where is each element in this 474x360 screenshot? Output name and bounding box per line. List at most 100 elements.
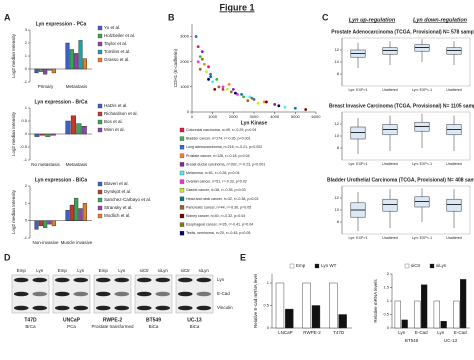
legend-swatch xyxy=(179,179,185,184)
legend-label: Pancreatic cancer, n=44, r=-0.30, p=0.05 xyxy=(186,205,251,209)
plot-frame xyxy=(341,111,471,161)
blot-band xyxy=(196,305,211,311)
y-axis-label: Relative E-cad mRNA level xyxy=(253,274,258,328)
x-tick-label: Lyn: EXP>1 xyxy=(349,88,368,92)
y-tick-label: 0 xyxy=(25,66,28,71)
legend-swatch xyxy=(314,263,320,269)
x-tick-label: RWPE-2 xyxy=(303,330,321,335)
cell-line: UC-13 xyxy=(187,317,202,323)
bar xyxy=(329,282,338,329)
box xyxy=(446,198,462,212)
bar xyxy=(81,125,87,135)
bar xyxy=(43,68,48,75)
y-tick-label: 8 xyxy=(337,219,340,224)
bar xyxy=(285,308,294,329)
legend-swatch xyxy=(97,189,103,195)
panel-label: B xyxy=(168,12,175,22)
chart-title: Breast Invasive Carcinoma (TCGA, Provisi… xyxy=(329,103,474,109)
point xyxy=(225,87,229,91)
lane-label: siCtr xyxy=(140,268,150,273)
point xyxy=(215,77,219,81)
blot-band xyxy=(155,305,170,311)
bar xyxy=(394,300,401,329)
legend-label: Prostate cancer, n=128, r=-0.18, p=0.04 xyxy=(186,154,250,158)
y-tick-label: 8 xyxy=(337,145,340,150)
point xyxy=(209,72,213,76)
legend-label: Breast ductal carcinoma, n=392, r=-0.23,… xyxy=(186,162,265,166)
point xyxy=(240,93,244,96)
legend-label: Ovarian cancer, n=51, r=-0.33, p=0.02 xyxy=(186,180,247,184)
legend-label: Taylor et al. xyxy=(104,41,127,46)
bar xyxy=(38,68,43,72)
point xyxy=(227,82,231,86)
bar xyxy=(69,204,74,221)
blot-band xyxy=(14,291,29,297)
bar xyxy=(34,133,40,137)
bar xyxy=(65,42,70,70)
legend-label: Grasso et al. xyxy=(104,57,130,62)
legend-swatch xyxy=(97,197,103,203)
point xyxy=(265,100,268,104)
point xyxy=(209,75,213,79)
x-tick-label: 0 xyxy=(191,114,194,119)
legend-swatch xyxy=(179,162,185,167)
x-tick-label: Unaltered xyxy=(382,88,398,92)
legend-label: Stransky et al. xyxy=(104,205,133,210)
lane-label: siLyn xyxy=(199,268,210,273)
point xyxy=(262,100,266,104)
blot-band xyxy=(178,277,193,283)
point xyxy=(198,55,202,59)
point xyxy=(217,85,221,89)
legend-swatch xyxy=(97,33,103,39)
y-tick-label: 0 xyxy=(267,325,270,330)
x-tick-label: Lyn: EXP>1 xyxy=(349,236,368,240)
cancer-type: PCa xyxy=(67,324,76,329)
legend-label: Modlich et al. xyxy=(104,213,131,218)
legend-label: Melanoma, n=61, r=-0.26, p=0.04 xyxy=(186,171,239,175)
bar xyxy=(440,321,447,329)
bar xyxy=(76,123,82,135)
y-tick-label: -1 xyxy=(23,157,27,162)
y-tick-label: 0.5 xyxy=(263,303,269,308)
legend-label: Sanchez-Carbayo et al. xyxy=(104,197,151,202)
point xyxy=(213,87,217,91)
legend-swatch xyxy=(97,127,103,133)
bar xyxy=(453,300,460,329)
box xyxy=(350,126,366,140)
y-tick-label: 2000 xyxy=(180,59,190,64)
legend-label: Yu et al. xyxy=(104,25,120,30)
plot-frame xyxy=(341,185,471,235)
point xyxy=(283,105,287,109)
column-header: Lyn up-regulation xyxy=(349,17,396,23)
y-tick-label: -1 xyxy=(23,79,27,84)
x-tick-label: No metastasis xyxy=(31,162,60,167)
point xyxy=(198,67,202,71)
x-tick-label: LNCaP xyxy=(278,330,293,335)
x-tick-label: E-Cad xyxy=(415,330,428,335)
group-label: UC-13 xyxy=(444,338,458,343)
x-tick-label: 4000 xyxy=(270,114,280,119)
x-tick-label: 3000 xyxy=(250,114,260,119)
blot-band xyxy=(96,277,111,283)
legend-label: Lyn WT xyxy=(321,263,337,268)
bar xyxy=(460,279,467,329)
bar xyxy=(82,203,87,221)
legend-swatch xyxy=(179,136,185,141)
blot-band xyxy=(32,305,47,311)
blot-band xyxy=(73,277,88,283)
panel-label: E xyxy=(240,252,246,262)
legend-swatch xyxy=(97,205,103,211)
blot-band xyxy=(14,277,29,283)
blot-band xyxy=(114,277,129,283)
chart-title: Prostate Adenocarcinoma (TCGA, Provision… xyxy=(331,29,474,35)
panel-label: C xyxy=(322,12,329,22)
point xyxy=(246,99,250,103)
y-tick-label: 0 xyxy=(25,218,28,223)
legend-swatch xyxy=(97,119,103,125)
point xyxy=(196,45,200,49)
point xyxy=(194,35,198,38)
lane-label: Lyn xyxy=(77,268,85,273)
cancer-type: BiCa xyxy=(190,324,200,329)
y-tick-label: 3000 xyxy=(180,34,190,39)
figure-title: Figure 1 xyxy=(219,2,254,12)
